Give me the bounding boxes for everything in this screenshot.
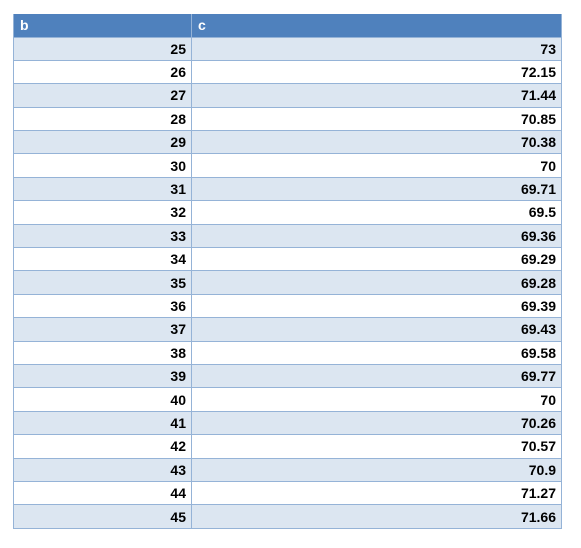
cell-b[interactable]: 25 [13, 36, 192, 61]
cell-b[interactable]: 38 [13, 340, 192, 365]
table-row: 33 69.36 [13, 223, 562, 249]
cell-c[interactable]: 72.15 [191, 59, 562, 85]
table-row: 31 69.71 [13, 176, 562, 202]
cell-b[interactable]: 44 [13, 480, 192, 506]
table-row: 43 70.9 [13, 457, 562, 482]
table-row: 30 70 [13, 153, 562, 178]
cell-c[interactable]: 70.26 [191, 410, 562, 436]
cell-b[interactable]: 45 [13, 504, 192, 529]
table-row: 35 69.28 [13, 270, 562, 295]
cell-c[interactable]: 70 [191, 153, 562, 178]
table-body: 25 73 26 72.15 27 71.44 28 70.85 29 70.3… [13, 36, 562, 529]
table-row: 40 70 [13, 387, 562, 412]
table-row: 44 71.27 [13, 480, 562, 506]
table-row: 36 69.39 [13, 293, 562, 319]
data-table: b c 25 73 26 72.15 27 71.44 28 70.85 29 [13, 14, 562, 529]
cell-c[interactable]: 71.66 [191, 504, 562, 529]
cell-c[interactable]: 69.58 [191, 340, 562, 365]
cell-c[interactable]: 69.5 [191, 200, 562, 225]
cell-b[interactable]: 33 [13, 223, 192, 249]
cell-c[interactable]: 69.29 [191, 247, 562, 272]
cell-c[interactable]: 69.39 [191, 293, 562, 319]
cell-b[interactable]: 35 [13, 270, 192, 295]
table-header-row: b c [13, 14, 562, 37]
cell-c[interactable]: 69.36 [191, 223, 562, 249]
cell-b[interactable]: 36 [13, 293, 192, 319]
cell-b[interactable]: 31 [13, 176, 192, 202]
table-row: 32 69.5 [13, 200, 562, 225]
cell-c[interactable]: 73 [191, 36, 562, 61]
cell-c[interactable]: 70.85 [191, 106, 562, 132]
cell-c[interactable]: 69.71 [191, 176, 562, 202]
table-row: 28 70.85 [13, 106, 562, 132]
cell-b[interactable]: 27 [13, 83, 192, 108]
cell-c[interactable]: 69.43 [191, 317, 562, 342]
cell-b[interactable]: 26 [13, 59, 192, 85]
table-row: 27 71.44 [13, 83, 562, 108]
cell-b[interactable]: 29 [13, 130, 192, 155]
cell-b[interactable]: 34 [13, 247, 192, 272]
table-row: 45 71.66 [13, 504, 562, 529]
cell-b[interactable]: 30 [13, 153, 192, 178]
table-row: 26 72.15 [13, 59, 562, 85]
table-row: 34 69.29 [13, 247, 562, 272]
cell-b[interactable]: 32 [13, 200, 192, 225]
cell-c[interactable]: 70 [191, 387, 562, 412]
cell-c[interactable]: 70.57 [191, 434, 562, 459]
data-table-container: b c 25 73 26 72.15 27 71.44 28 70.85 29 [13, 14, 562, 529]
cell-b[interactable]: 43 [13, 457, 192, 482]
cell-c[interactable]: 70.38 [191, 130, 562, 155]
table-row: 37 69.43 [13, 317, 562, 342]
cell-c[interactable]: 71.44 [191, 83, 562, 108]
table-row: 29 70.38 [13, 130, 562, 155]
table-row: 41 70.26 [13, 410, 562, 436]
table-row: 39 69.77 [13, 363, 562, 389]
cell-b[interactable]: 37 [13, 317, 192, 342]
cell-b[interactable]: 42 [13, 434, 192, 459]
cell-b[interactable]: 40 [13, 387, 192, 412]
cell-b[interactable]: 39 [13, 363, 192, 389]
cell-c[interactable]: 71.27 [191, 480, 562, 506]
cell-b[interactable]: 28 [13, 106, 192, 132]
cell-c[interactable]: 69.77 [191, 363, 562, 389]
table-row: 38 69.58 [13, 340, 562, 365]
table-row: 42 70.57 [13, 434, 562, 459]
table-row: 25 73 [13, 36, 562, 61]
cell-c[interactable]: 70.9 [191, 457, 562, 482]
cell-b[interactable]: 41 [13, 410, 192, 436]
column-header-c[interactable]: c [191, 14, 562, 37]
column-header-b[interactable]: b [13, 14, 192, 37]
cell-c[interactable]: 69.28 [191, 270, 562, 295]
